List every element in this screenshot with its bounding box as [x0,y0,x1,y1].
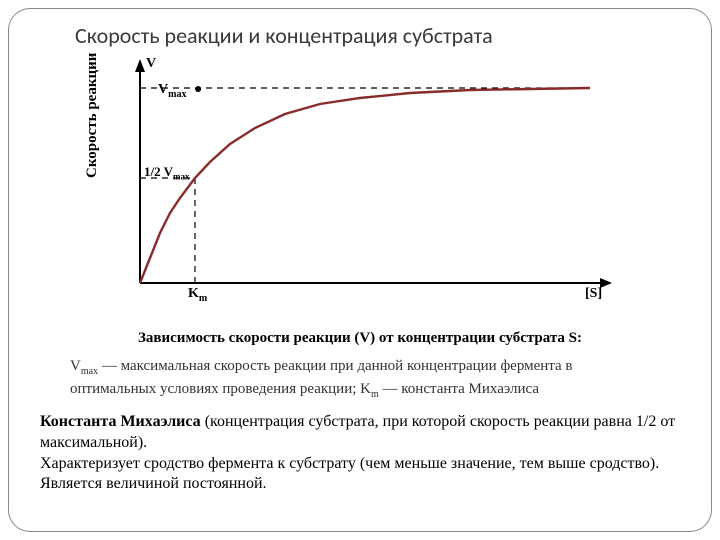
slide-title: Скорость реакции и концентрация субстрат… [75,22,493,49]
legend-vmax-sub: max [81,366,98,377]
definition-block: Константа Михаэлиса (концентрация субстр… [40,412,680,495]
half-vmax-label: 1/2 Vmax [144,164,190,182]
legend-line2: — константа Михаэлиса [379,381,539,397]
v-top-label: V [146,56,156,72]
mm-chart: Скорость реакции V Vmax ● 1/2 Vmax Km [S… [110,58,620,318]
half-vmax-text: 1/2 V [144,164,173,179]
legend-text: Vmax — максимальная скорость реакции при… [70,356,660,401]
legend-km-sym: K [360,381,371,397]
vmax-sub: max [168,89,186,100]
legend-vmax-sym: V [70,358,81,374]
legend-km-sub: m [371,389,379,400]
y-arrow [135,59,145,72]
vmax-dot: ● [194,82,202,97]
half-vmax-sub: max [173,172,190,182]
y-axis-label: Скорость реакции [84,53,101,178]
s-label: [S] [585,286,602,302]
definition-term: Константа Михаэлиса [40,413,201,430]
chart-caption: Зависимость скорости реакции (V) от конц… [0,330,720,347]
km-sub: m [199,293,207,304]
mm-curve [140,88,590,283]
km-label: Km [188,286,207,304]
vmax-label: Vmax ● [158,82,202,100]
km-sym: K [188,286,199,301]
vmax-sym: V [158,82,168,97]
